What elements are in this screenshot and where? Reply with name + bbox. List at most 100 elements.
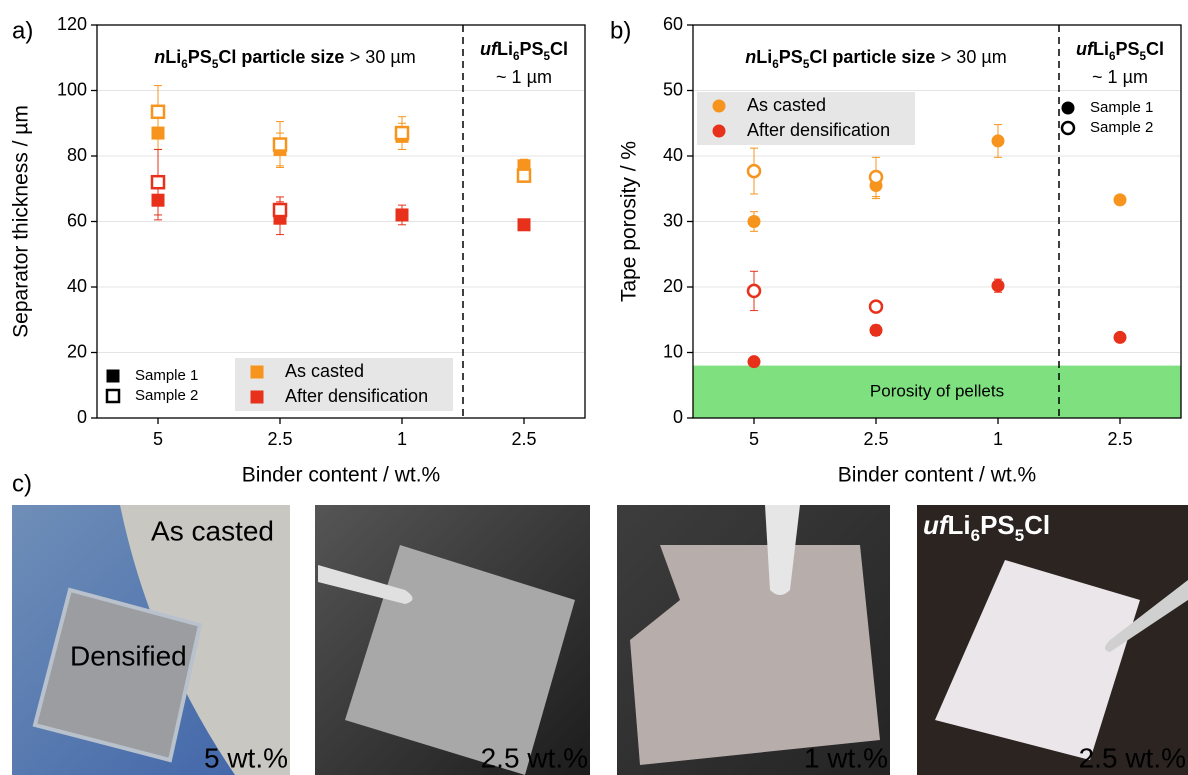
text-part: Cl particle size: [218, 47, 344, 67]
band-label: Porosity of pellets: [870, 381, 1004, 400]
text-part: PS: [1115, 39, 1139, 59]
text-part: 6: [181, 58, 188, 71]
region-sublabel: ~ 1 µm: [1092, 67, 1148, 87]
y-tick-label: 40: [67, 276, 87, 296]
data-point: [272, 202, 288, 218]
text-part: Li: [497, 39, 513, 59]
y-tick-label: 100: [57, 79, 87, 99]
text-part: uf: [923, 510, 950, 540]
data-point: [747, 355, 761, 369]
text-part: Li: [165, 47, 181, 67]
y-axis-label: Tape porosity / %: [618, 141, 641, 302]
data-point: [1113, 193, 1127, 207]
legend-label: Sample 1: [135, 367, 198, 384]
legend-label: After densification: [747, 120, 890, 140]
legend-marker: [1061, 101, 1075, 115]
text-part: 5: [1140, 50, 1147, 63]
y-tick-label: 50: [663, 79, 683, 99]
data-point: [868, 169, 884, 185]
rich-text: nLi6PS5Cl particle size > 30 µm: [154, 47, 415, 71]
rich-text: ufLi6PS5Cl: [480, 39, 568, 63]
text-part: 5: [1015, 526, 1024, 545]
panel-label: b): [610, 17, 631, 44]
y-tick-label: 60: [67, 210, 87, 230]
legend-swatch: [250, 365, 264, 379]
plot-frame: [692, 24, 1182, 419]
y-tick-label: 120: [57, 14, 87, 34]
text-part: 6: [1109, 50, 1116, 63]
text-part: n: [745, 47, 756, 67]
text-part: Cl: [550, 39, 568, 59]
photo-caption: 2.5 wt.%: [481, 742, 588, 773]
x-tick-label: 2.5: [1107, 429, 1132, 449]
text-part: Cl particle size: [809, 47, 935, 67]
legend-label: After densification: [285, 386, 428, 406]
text-part: > 30 µm: [350, 47, 416, 67]
rich-text: ufLi6PS5Cl: [1076, 39, 1164, 63]
data-point: [516, 168, 532, 183]
y-tick-label: 0: [77, 407, 87, 427]
text-part: PS: [519, 39, 543, 59]
text-part: PS: [779, 47, 803, 67]
text-part: uf: [1076, 39, 1095, 59]
text-part: Li: [948, 510, 971, 540]
data-point: [746, 163, 762, 179]
data-point: [747, 215, 761, 228]
panel-label: a): [12, 17, 33, 44]
text-part: PS: [980, 510, 1015, 540]
data-point: [1113, 330, 1127, 344]
legend-box: [235, 358, 453, 411]
text-part: 6: [971, 526, 980, 545]
photo: [315, 505, 590, 775]
x-tick-label: 2.5: [267, 429, 292, 449]
x-tick-label: 5: [153, 429, 163, 449]
text-part: 5: [803, 58, 810, 71]
data-point: [395, 208, 409, 222]
y-tick-label: 10: [663, 341, 683, 361]
data-point: [517, 218, 531, 232]
data-point: [991, 279, 1005, 293]
x-axis-label: Binder content / wt.%: [838, 464, 1036, 487]
photo: [617, 505, 890, 775]
pellet-band: [693, 365, 1181, 418]
text-part: Li: [1093, 39, 1109, 59]
plot-frame: [96, 24, 586, 419]
text-part: n: [154, 47, 165, 67]
y-tick-label: 0: [673, 407, 683, 427]
text-part: 6: [772, 58, 779, 71]
data-point: [869, 323, 883, 337]
x-tick-label: 1: [397, 429, 407, 449]
data-point: [746, 283, 762, 299]
x-tick-label: 1: [993, 429, 1003, 449]
x-tick-label: 2.5: [863, 429, 888, 449]
photo: [12, 505, 290, 775]
y-tick-label: 20: [663, 276, 683, 296]
text-part: Cl: [1024, 510, 1050, 540]
y-tick-label: 30: [663, 210, 683, 230]
data-point: [394, 125, 410, 141]
legend-label: As casted: [285, 361, 364, 381]
legend-label: Sample 1: [1090, 99, 1153, 116]
panel-label: c): [12, 470, 32, 497]
text-part: uf: [480, 39, 499, 59]
region-sublabel: ~ 1 µm: [496, 67, 552, 87]
text-part: PS: [188, 47, 212, 67]
text-part: Cl: [1146, 39, 1164, 59]
data-point: [150, 174, 166, 190]
x-tick-label: 5: [749, 429, 759, 449]
y-tick-label: 80: [67, 145, 87, 165]
legend-label: Sample 2: [1090, 119, 1153, 136]
text-part: 5: [212, 58, 219, 71]
legend-label: Sample 2: [135, 387, 198, 404]
photo: [917, 505, 1188, 775]
x-tick-label: 2.5: [511, 429, 536, 449]
data-point: [868, 299, 884, 314]
y-tick-label: 20: [67, 341, 87, 361]
data-point: [272, 137, 288, 152]
legend-box: [697, 92, 915, 145]
photo-caption: 1 wt.%: [804, 742, 888, 773]
text-part: 6: [513, 50, 520, 63]
text-part: 5: [544, 50, 551, 63]
text-part: > 30 µm: [941, 47, 1007, 67]
